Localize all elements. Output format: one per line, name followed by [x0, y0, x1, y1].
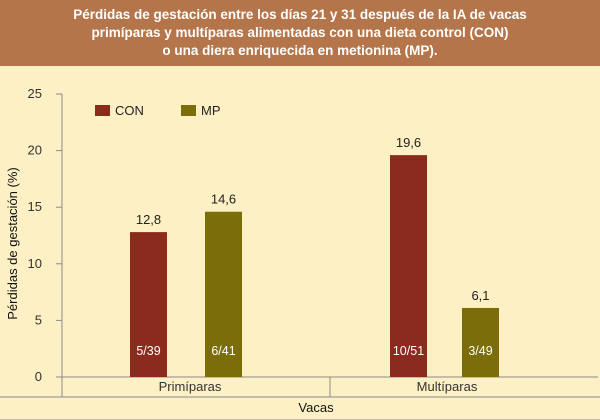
legend-swatch	[181, 105, 196, 116]
y-tick-label: 15	[28, 199, 42, 214]
bar	[205, 211, 242, 377]
legend-label: MP	[201, 103, 221, 118]
legend-label: CON	[115, 103, 144, 118]
y-tick-label: 25	[28, 86, 42, 101]
x-tick-label: Multíparas	[417, 379, 478, 394]
bar-count-label: 6/41	[211, 344, 235, 358]
chart-title-line-1: Pérdidas de gestación entre los días 21 …	[73, 7, 527, 22]
bar-value-label: 6,1	[471, 288, 489, 303]
y-axis-title: Pérdidas de gestación (%)	[5, 167, 20, 319]
y-tick-label: 5	[35, 312, 42, 327]
y-tick-label: 0	[35, 369, 42, 384]
chart-header: Pérdidas de gestación entre los días 21 …	[0, 0, 600, 66]
bar-count-label: 10/51	[393, 344, 424, 358]
bar-value-label: 12,8	[136, 212, 161, 227]
chart-title-line-2: primíparas y multíparas alimentadas con …	[91, 25, 509, 40]
chart-title-line-3: o una diera enriquecida en metionina (MP…	[162, 43, 438, 58]
y-tick-label: 10	[28, 256, 42, 271]
x-axis-title: Vacas	[298, 400, 334, 415]
legend-swatch	[95, 105, 110, 116]
bar	[390, 155, 427, 377]
bar-value-label: 14,6	[211, 192, 236, 207]
chart-title: Pérdidas de gestación entre los días 21 …	[20, 6, 580, 60]
bar-value-label: 19,6	[396, 135, 421, 150]
bar-count-label: 5/39	[136, 344, 160, 358]
bar	[130, 232, 167, 377]
y-tick-label: 20	[28, 143, 42, 158]
bar	[462, 307, 499, 377]
x-tick-label: Primíparas	[159, 379, 222, 394]
bar-count-label: 3/49	[468, 344, 492, 358]
